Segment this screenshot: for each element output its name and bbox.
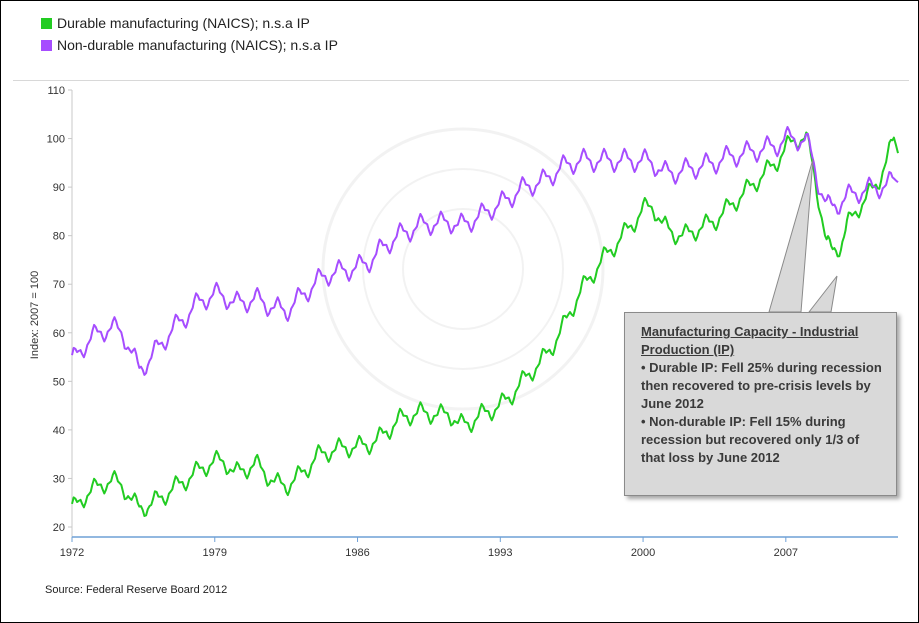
x-tick-label: 1993: [488, 547, 512, 559]
y-tick-label: 40: [53, 425, 65, 437]
y-tick-label: 80: [53, 231, 65, 243]
legend-swatch-durable: [41, 17, 52, 29]
header-divider: [13, 80, 909, 81]
series-line-durable[interactable]: [71, 131, 899, 517]
x-tick-label: 1986: [345, 547, 369, 559]
federal-reserve-seal-watermark: [321, 127, 605, 411]
callout-box: Manufacturing Capacity - Industrial Prod…: [624, 312, 897, 496]
x-tick-label: 2000: [631, 547, 655, 559]
legend-label-durable: Durable manufacturing (NAICS); n.s.a IP: [57, 15, 310, 31]
y-tick-label: 90: [53, 182, 65, 194]
callout-pointer-2: [807, 275, 838, 313]
y-tick-label: 110: [47, 85, 65, 97]
y-axis-label: Index: 2007 = 100: [29, 271, 41, 359]
callout-durable-note: • Durable IP: Fell 25% during recession …: [641, 360, 882, 411]
y-tick-label: 30: [53, 473, 65, 485]
callout-nondurable-note: • Non-durable IP: Fell 15% during recess…: [641, 414, 860, 465]
series-line-nondurable[interactable]: [71, 126, 899, 376]
y-tick-label: 60: [53, 328, 65, 340]
x-tick-label: 2007: [774, 547, 798, 559]
legend-item-durable[interactable]: Durable manufacturing (NAICS); n.s.a IP: [41, 15, 310, 31]
x-tick-label: 1972: [60, 547, 84, 559]
y-tick-label: 100: [47, 134, 65, 146]
legend-item-nondurable[interactable]: Non-durable manufacturing (NAICS); n.s.a…: [41, 37, 338, 53]
callout-title: Manufacturing Capacity - Industrial Prod…: [641, 324, 859, 357]
callout-pointer: [768, 158, 814, 313]
legend-label-nondurable: Non-durable manufacturing (NAICS); n.s.a…: [57, 37, 338, 53]
y-tick-label: 70: [53, 279, 65, 291]
legend-swatch-nondurable: [41, 39, 52, 51]
y-tick-label: 50: [53, 376, 65, 388]
source-note: Source: Federal Reserve Board 2012: [45, 584, 228, 596]
x-tick-label: 1979: [203, 547, 227, 559]
y-tick-label: 20: [53, 522, 65, 534]
